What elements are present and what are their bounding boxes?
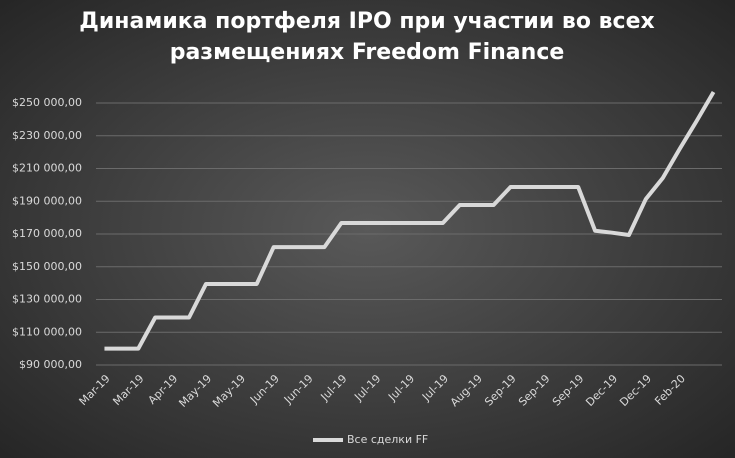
y-tick-label: $170 000,00 — [12, 227, 82, 240]
y-tick-label: $90 000,00 — [19, 358, 82, 371]
chart-title: размещениях Freedom Finance — [170, 40, 565, 65]
y-tick-label: $190 000,00 — [12, 194, 82, 207]
y-tick-label: $210 000,00 — [12, 162, 82, 175]
line — [104, 91, 716, 351]
y-tick-label: $110 000,00 — [12, 325, 82, 338]
y-tick-label: $130 000,00 — [12, 293, 82, 306]
y-tick-label: $230 000,00 — [12, 129, 82, 142]
y-tick-label: $250 000,00 — [12, 96, 82, 109]
chart-title: Динамика портфеля IPO при участии во все… — [79, 9, 654, 34]
legend-label: Все сделки FF — [347, 433, 428, 446]
y-tick-label: $150 000,00 — [12, 260, 82, 273]
